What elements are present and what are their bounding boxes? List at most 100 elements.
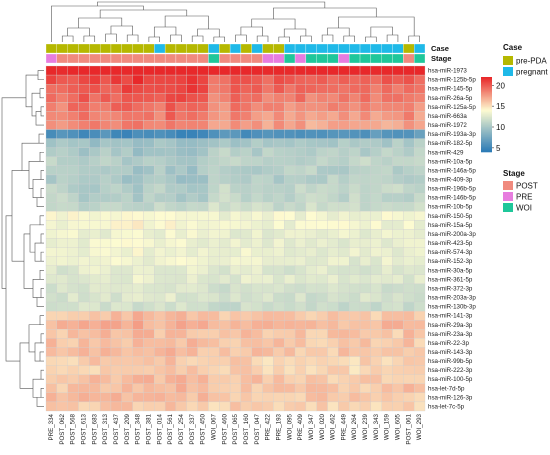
heatmap-cell bbox=[110, 229, 122, 239]
heatmap-cell bbox=[219, 338, 231, 348]
heatmap-cell bbox=[359, 138, 372, 148]
heatmap-cell bbox=[403, 129, 415, 139]
heatmap-cell bbox=[262, 147, 274, 157]
heatmap-cell bbox=[359, 183, 372, 194]
heatmap-cell bbox=[338, 401, 350, 412]
heatmap-cell bbox=[305, 383, 317, 393]
heatmap-cell bbox=[143, 84, 155, 94]
heatmap-cell bbox=[294, 84, 307, 94]
heatmap-cell bbox=[392, 84, 404, 94]
heatmap-cell bbox=[338, 165, 350, 176]
heatmap-cell bbox=[78, 338, 90, 348]
heatmap-cell bbox=[229, 74, 242, 85]
heatmap-cell bbox=[284, 301, 296, 312]
heatmap-cell bbox=[229, 329, 242, 339]
colorbar-segment bbox=[481, 87, 492, 89]
heatmap-cell bbox=[316, 147, 328, 157]
heatmap-cell bbox=[327, 338, 339, 348]
row-label: hsa-miR-146a-5p bbox=[428, 167, 476, 174]
heatmap-cell bbox=[186, 320, 198, 330]
column-label: POST_160 bbox=[243, 413, 250, 444]
row-label: hsa-miR-203a-3p bbox=[428, 295, 476, 302]
colorbar-segment bbox=[481, 127, 492, 129]
heatmap-cell bbox=[403, 147, 415, 157]
heatmap-cell bbox=[349, 74, 361, 85]
colorbar-segment bbox=[481, 112, 492, 114]
heatmap-cell bbox=[208, 192, 220, 203]
column-label: POST_450 bbox=[200, 413, 207, 444]
heatmap-cell bbox=[229, 301, 242, 312]
heatmap-cell bbox=[305, 102, 317, 112]
heatmap-cell bbox=[240, 220, 252, 230]
heatmap-cell bbox=[132, 347, 144, 357]
heatmap-cell bbox=[251, 238, 263, 248]
heatmap-cell bbox=[338, 274, 350, 285]
heatmap-cell bbox=[240, 120, 252, 130]
heatmap-cell bbox=[164, 256, 177, 266]
heatmap-cell bbox=[154, 283, 166, 294]
heatmap-cell bbox=[284, 365, 296, 375]
heatmap-cell bbox=[392, 256, 404, 266]
heatmap-cell bbox=[251, 111, 263, 121]
colorbar-segment bbox=[481, 147, 492, 149]
heatmap-cell bbox=[392, 93, 404, 103]
heatmap-cell bbox=[208, 265, 220, 275]
heatmap-cell bbox=[251, 265, 263, 275]
heatmap-cell bbox=[392, 156, 404, 167]
heatmap-cell bbox=[414, 356, 426, 366]
colorbar-title: Case bbox=[503, 43, 523, 52]
heatmap-cell bbox=[294, 320, 307, 330]
heatmap-cell bbox=[110, 256, 122, 266]
case-annotation-cell bbox=[89, 43, 101, 54]
heatmap-cell bbox=[251, 292, 263, 303]
heatmap-cell bbox=[327, 320, 339, 330]
heatmap-cell bbox=[208, 256, 220, 266]
row-label: hsa-let-7d-5p bbox=[428, 385, 465, 392]
heatmap-cell bbox=[219, 292, 231, 303]
colorbar-tick-label: 5 bbox=[496, 144, 501, 153]
heatmap-cell bbox=[175, 274, 187, 285]
colorbar-segment bbox=[481, 94, 492, 97]
heatmap-cell bbox=[208, 347, 220, 357]
case-annotation-cell bbox=[327, 43, 339, 54]
stage-annotation-cell bbox=[110, 53, 122, 64]
heatmap-cell bbox=[99, 165, 112, 176]
heatmap-cell bbox=[316, 238, 328, 248]
heatmap-cell bbox=[370, 283, 382, 294]
heatmap-cell bbox=[208, 365, 220, 375]
heatmap-cell bbox=[316, 274, 328, 285]
heatmap-cell bbox=[327, 292, 339, 303]
heatmap-cell bbox=[251, 93, 263, 103]
heatmap-cell bbox=[370, 356, 382, 366]
heatmap-cell bbox=[56, 192, 68, 203]
heatmap-cell bbox=[349, 120, 361, 130]
heatmap-cell bbox=[56, 392, 68, 403]
heatmap-cell bbox=[327, 265, 339, 275]
stage-legend-swatch bbox=[503, 181, 513, 190]
heatmap-cell bbox=[67, 392, 79, 403]
heatmap-cell bbox=[45, 165, 57, 176]
heatmap-cell bbox=[164, 65, 177, 76]
heatmap-cell bbox=[284, 256, 296, 266]
heatmap-cell bbox=[67, 202, 79, 212]
heatmap-cell bbox=[67, 229, 79, 239]
heatmap-cell bbox=[359, 292, 372, 303]
heatmap-cell bbox=[78, 347, 90, 357]
heatmap-cell bbox=[110, 84, 122, 94]
heatmap-cell bbox=[240, 338, 252, 348]
heatmap-cell bbox=[56, 374, 68, 384]
row-label: hsa-miR-29a-3p bbox=[428, 322, 473, 329]
row-label: hsa-miR-222-3p bbox=[428, 367, 473, 374]
heatmap-cell bbox=[89, 192, 101, 203]
heatmap-cell bbox=[143, 229, 155, 239]
heatmap-cell bbox=[56, 265, 68, 275]
heatmap-cell bbox=[99, 238, 112, 248]
heatmap-cell bbox=[284, 138, 296, 148]
heatmap-cell bbox=[305, 365, 317, 375]
heatmap-cell bbox=[45, 183, 57, 194]
heatmap-cell bbox=[186, 329, 198, 339]
heatmap-cell bbox=[294, 165, 307, 176]
heatmap-cell bbox=[284, 102, 296, 112]
case-annotation-cell bbox=[392, 43, 404, 54]
heatmap-cell bbox=[414, 292, 426, 303]
